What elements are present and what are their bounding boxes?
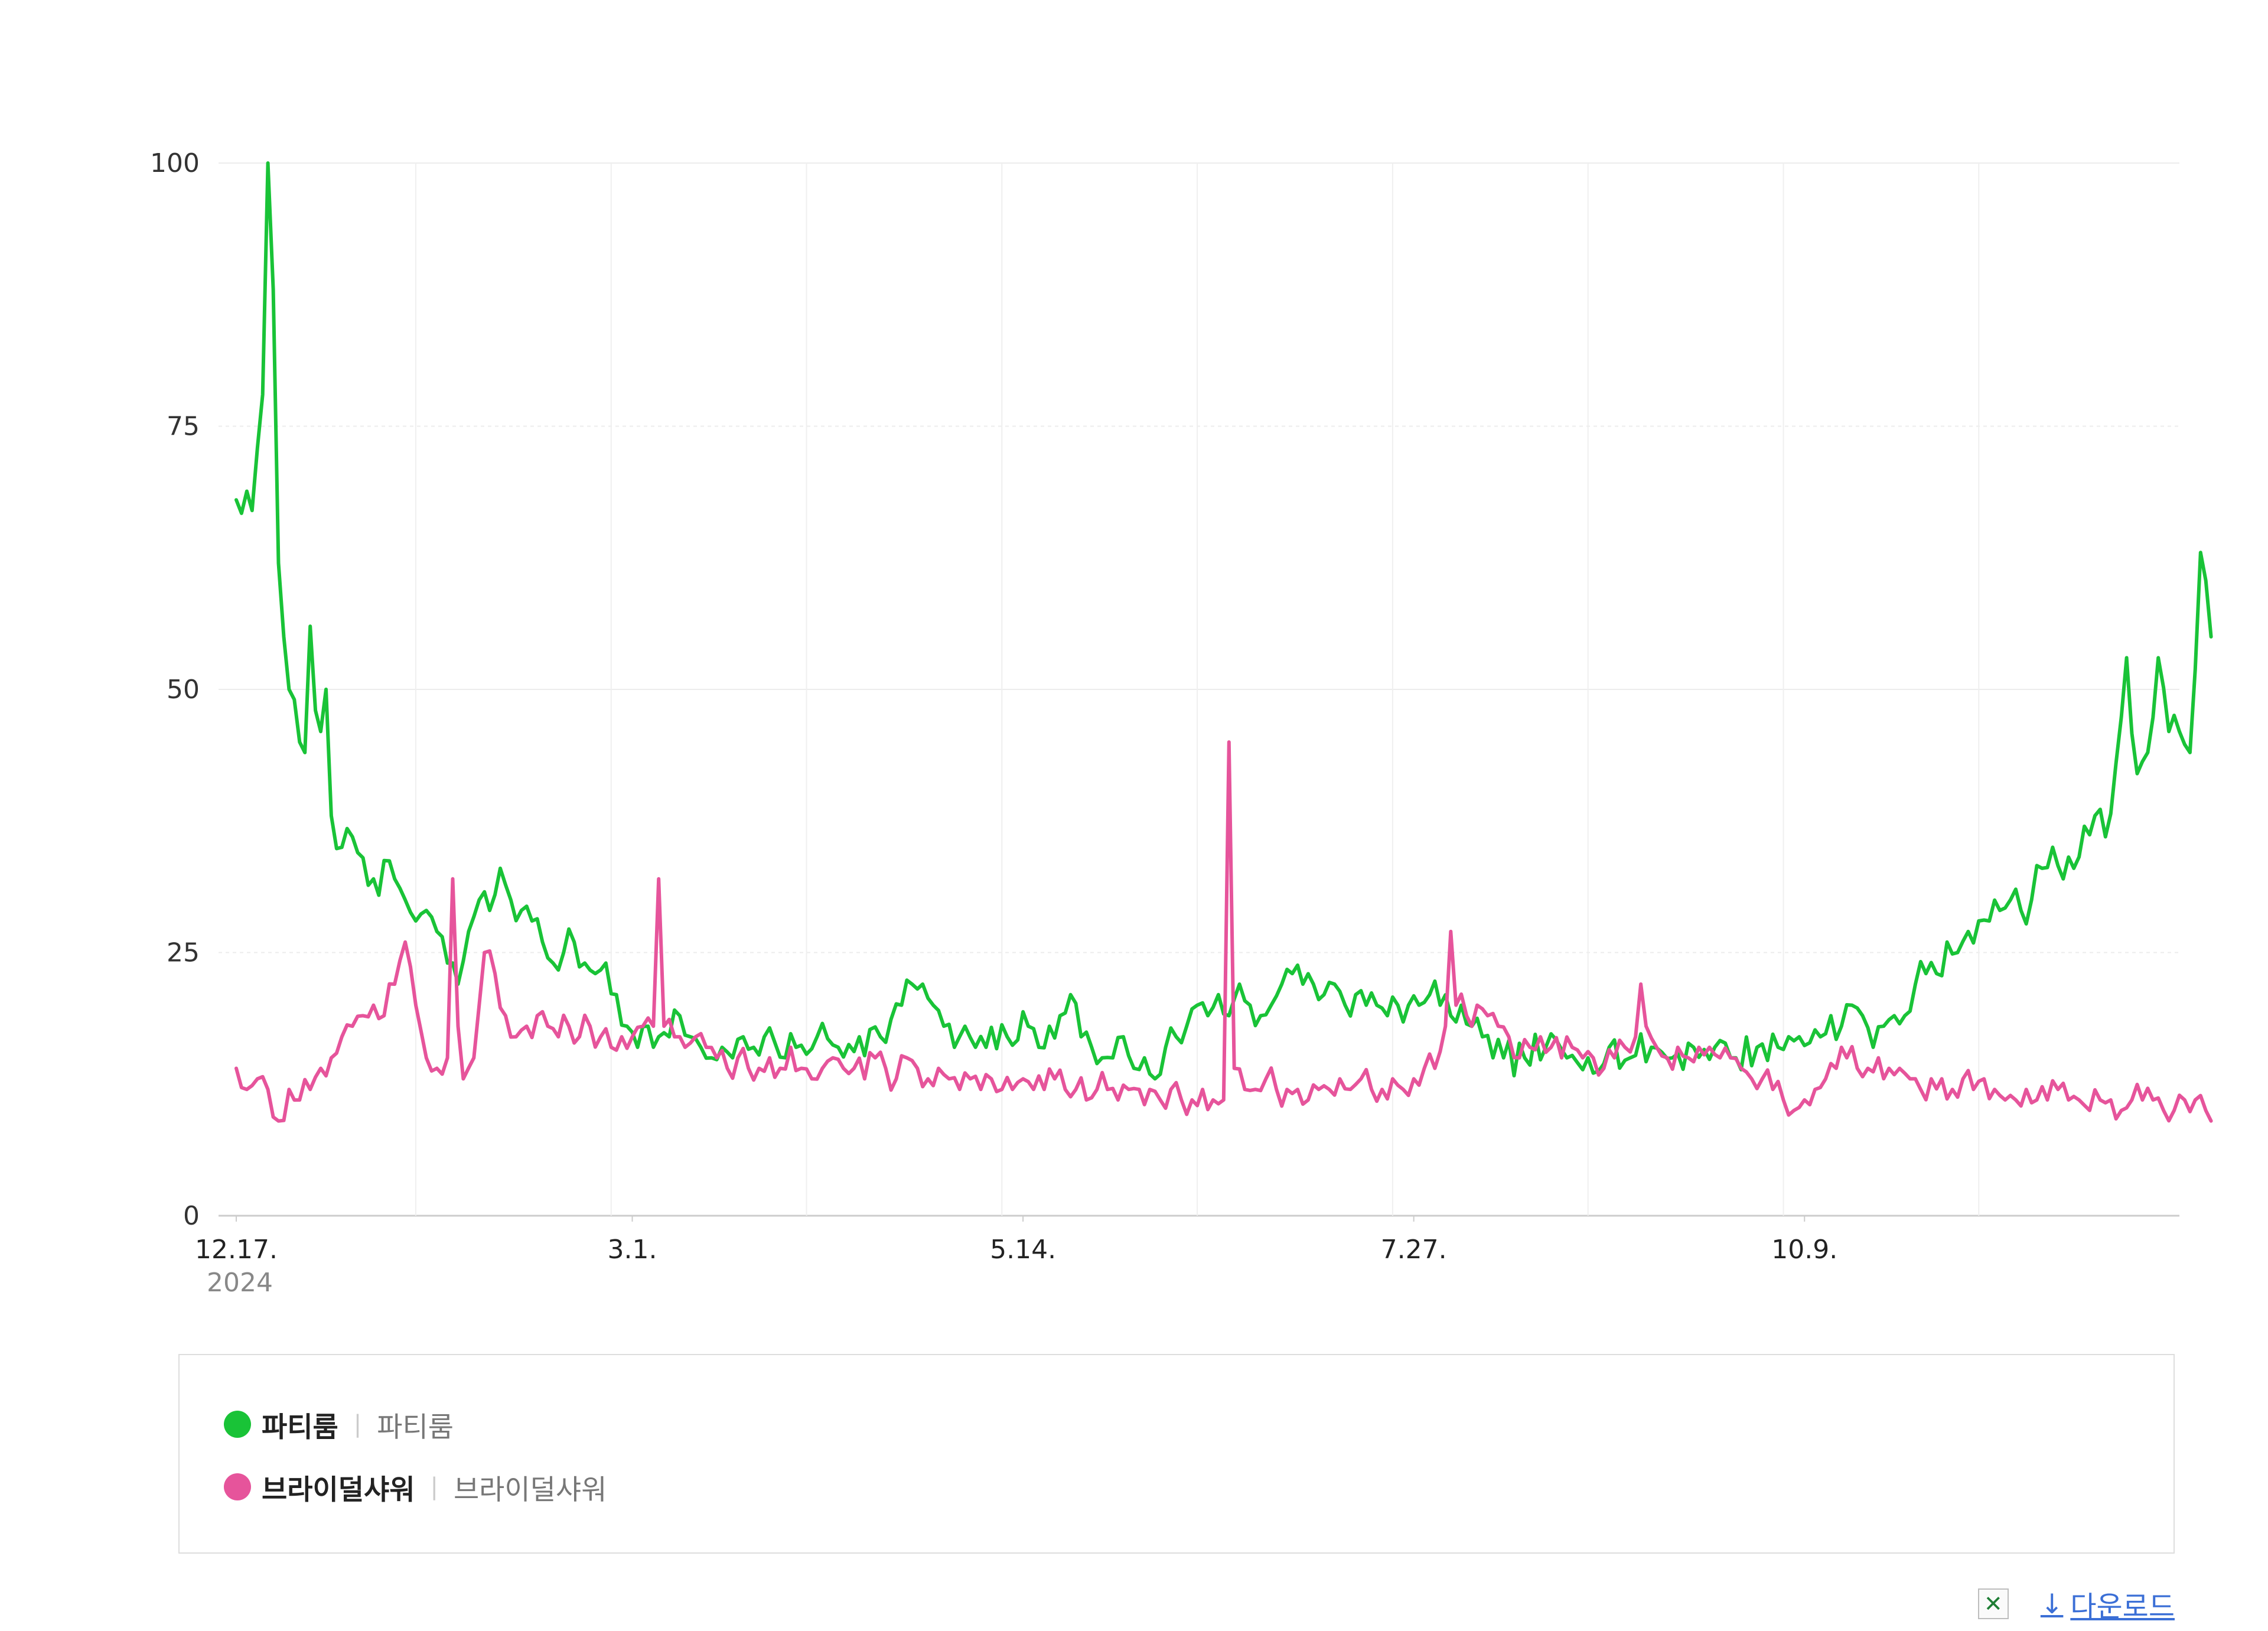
download-button[interactable]: ↓ 다운로드 — [2041, 1583, 2175, 1625]
y-axis-ticks: 0 25 50 75 100 — [150, 148, 200, 1231]
legend-dot-partyroom — [224, 1411, 251, 1438]
download-area: ✕ ↓ 다운로드 — [1977, 1583, 2175, 1625]
series-line[interactable] — [234, 740, 2213, 1123]
legend-item-partyroom[interactable]: 파티룸 | 파티룸 — [224, 1404, 454, 1445]
y-tick-label: 100 — [150, 148, 200, 178]
x-tick-label: 3.1. — [608, 1235, 657, 1265]
x-tick-label: 7.27. — [1381, 1235, 1447, 1265]
y-tick-label: 25 — [167, 938, 200, 968]
trend-chart: 0 25 50 75 100 12.17.2024 3.1. 5.14. 7.27. 10.9. — [150, 148, 2213, 1298]
legend-series-name: 브라이덜샤워 — [262, 1473, 415, 1506]
y-tick-label: 0 — [183, 1201, 200, 1231]
legend-dot-bridalshower — [224, 1473, 251, 1500]
legend-series-name: 파티룸 — [262, 1411, 338, 1444]
legend-keyword: 파티룸 — [377, 1411, 454, 1444]
legend-separator: | — [430, 1473, 438, 1500]
grid-lines — [219, 162, 2179, 1217]
x-tick-label: 10.9. — [1771, 1235, 1837, 1265]
legend: 파티룸 | 파티룸 브라이덜샤워 | 브라이덜샤워 — [178, 1354, 2175, 1554]
x-tick-label: 5.14. — [990, 1235, 1056, 1265]
excel-icon[interactable]: ✕ — [1977, 1588, 2009, 1619]
legend-keyword: 브라이덜샤워 — [453, 1473, 607, 1506]
x-axis-ticks: 12.17.2024 3.1. 5.14. 7.27. 10.9. — [195, 1216, 1837, 1298]
download-label: 다운로드 — [2070, 1590, 2175, 1623]
legend-item-bridalshower[interactable]: 브라이덜샤워 | 브라이덜샤워 — [224, 1466, 607, 1508]
download-arrow-icon: ↓ — [2040, 1588, 2064, 1620]
x-tick-label: 12.17. — [195, 1235, 278, 1265]
legend-separator: | — [353, 1411, 362, 1438]
x-tick-year: 2024 — [207, 1268, 273, 1298]
y-tick-label: 75 — [167, 412, 200, 442]
series-lines — [234, 161, 2213, 1123]
y-tick-label: 50 — [167, 675, 200, 705]
series-line[interactable] — [234, 161, 2213, 1081]
